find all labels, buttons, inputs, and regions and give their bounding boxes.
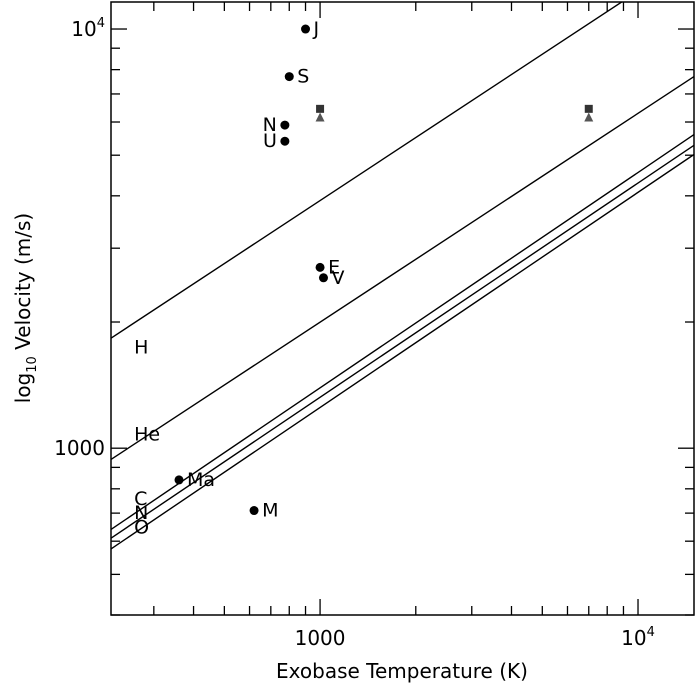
point-label-u: U — [263, 130, 277, 152]
square-marker — [584, 104, 593, 113]
series-line-labels: H He CNO — [134, 336, 160, 538]
series-label-n: N — [134, 502, 148, 524]
data-point-labels: J S NU EV Ma M — [187, 18, 344, 522]
triangle-marker — [315, 112, 325, 122]
point-j — [301, 24, 311, 34]
point-label-v: V — [331, 267, 344, 289]
point-label-n: N — [263, 114, 277, 136]
point-label-m: M — [262, 500, 278, 522]
point-v — [318, 273, 328, 283]
point-e — [315, 262, 325, 272]
y-axis-title-sub: 10 — [25, 356, 40, 373]
axis-ticks — [111, 2, 694, 616]
series-label-h: H — [134, 336, 148, 358]
series-line-n — [111, 144, 694, 539]
data-markers — [174, 24, 594, 516]
point-u — [280, 136, 290, 146]
y-axis-title: log10 Velocity (m/s) — [11, 213, 40, 403]
x-axis-title: Exobase Temperature (K) — [276, 659, 528, 683]
x-tick-label: 1000 — [295, 626, 346, 650]
point-n — [280, 120, 290, 130]
series-line-c — [111, 133, 694, 531]
series-label-c: C — [134, 488, 147, 510]
point-ma — [174, 475, 184, 485]
tick-labels: 1000 104 1000 104 — [54, 16, 655, 650]
series-label-he: He — [134, 423, 160, 445]
point-label-ma: Ma — [187, 469, 215, 491]
y-axis-title-rest: Velocity (m/s) — [11, 213, 35, 356]
triangle-marker — [584, 112, 594, 122]
point-label-s: S — [297, 66, 309, 88]
point-s — [284, 72, 294, 82]
y-tick-label: 1000 — [54, 436, 105, 460]
series-line-he — [111, 76, 694, 461]
point-m — [249, 506, 259, 516]
series-label-o: O — [134, 517, 149, 539]
y-axis-title-log: log — [11, 373, 35, 404]
series-lines — [111, 2, 694, 550]
series-line-h — [111, 2, 623, 339]
plot-frame — [110, 1, 695, 616]
x-tick-label: 104 — [621, 625, 655, 650]
point-label-j: J — [313, 18, 320, 40]
point-label-e: E — [328, 256, 340, 278]
series-line-o — [111, 153, 694, 550]
y-tick-label: 104 — [71, 16, 105, 41]
square-marker — [316, 104, 325, 113]
